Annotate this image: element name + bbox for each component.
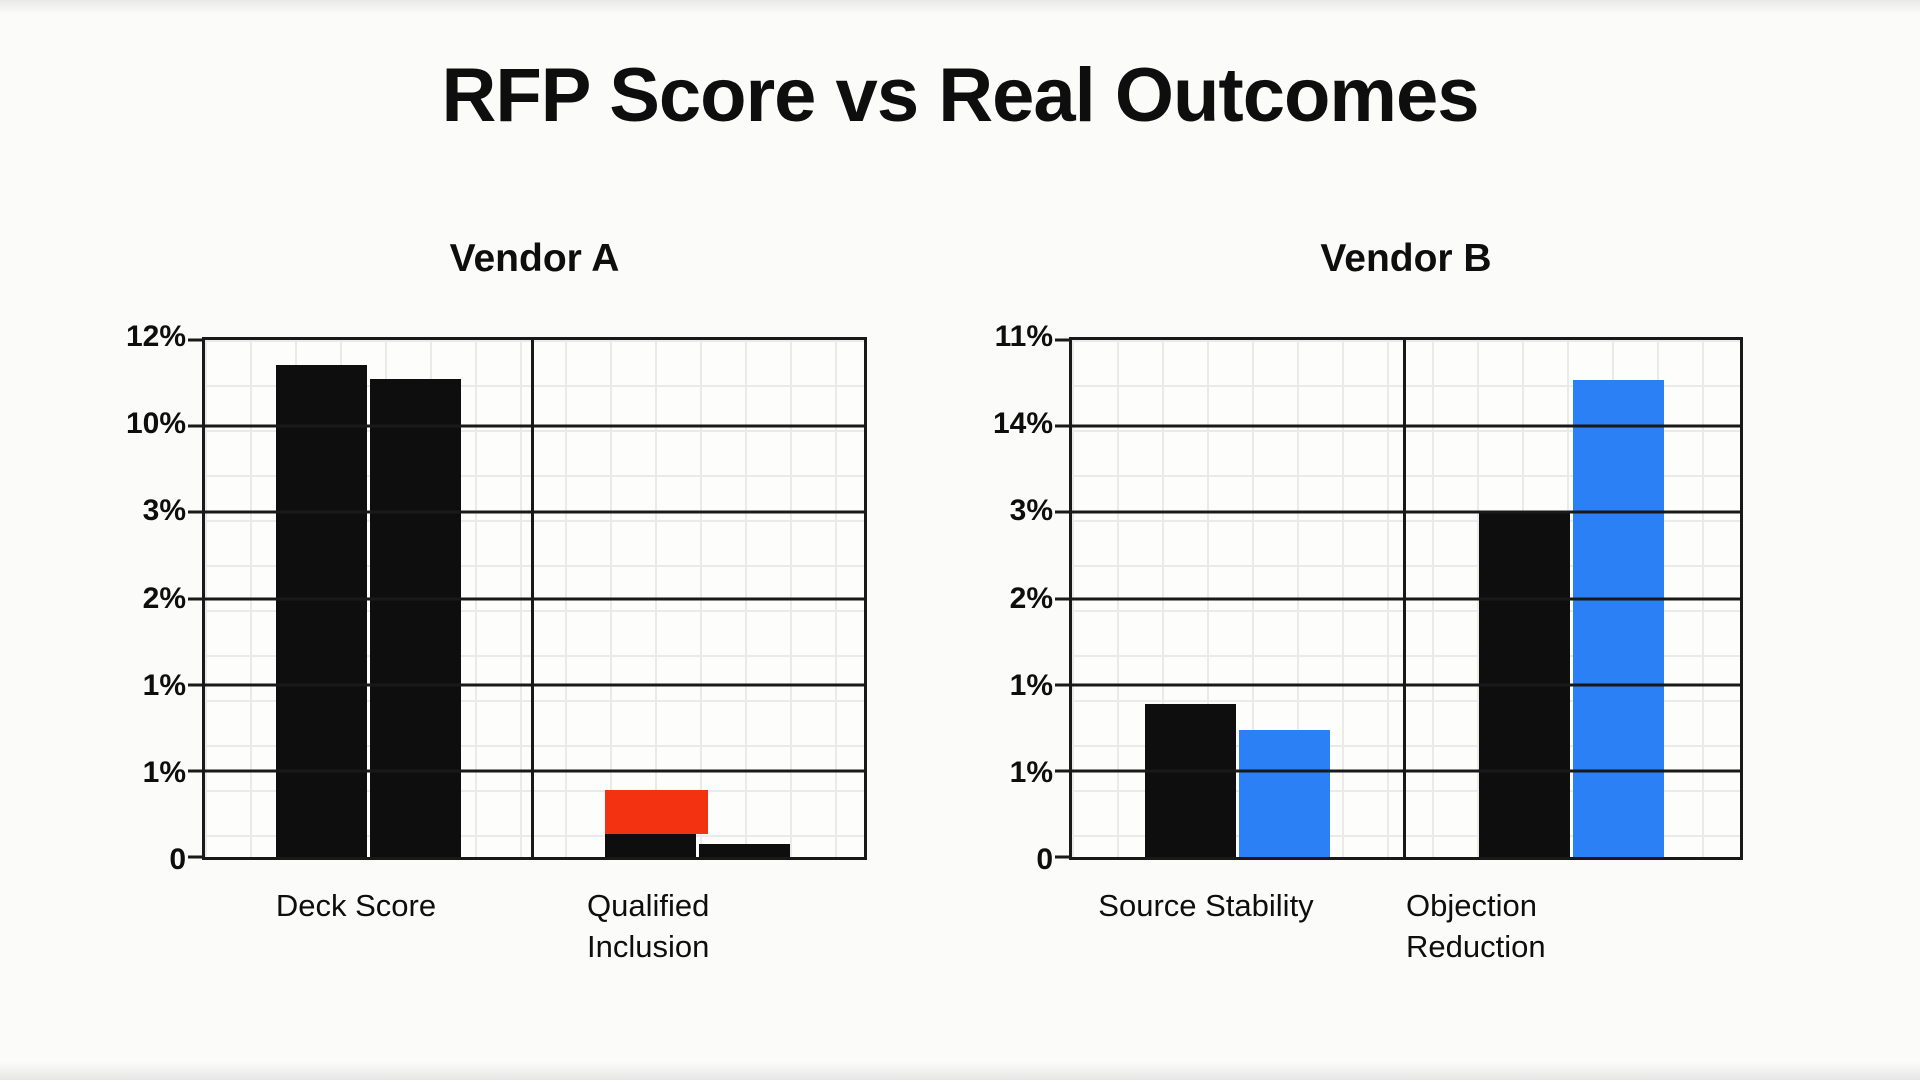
y-tick-label: 2%: [142, 581, 186, 615]
bar: [1144, 704, 1236, 857]
bar-segment-black: [369, 379, 461, 857]
tick-mark: [1055, 338, 1069, 342]
x-axis-labels: Source Stability Objection Reduction: [1069, 885, 1743, 1005]
bar-segment-blue: [1572, 380, 1664, 857]
gridline: [205, 683, 864, 687]
bar-segment-black: [275, 365, 367, 857]
vendor-a-panel-title: Vendor A: [449, 237, 620, 280]
plot-grid: [1055, 337, 1743, 860]
tick-mark: [1055, 597, 1069, 600]
tick-mark: [188, 510, 202, 514]
tick-mark: [1055, 424, 1069, 428]
y-tick-label: 10%: [125, 407, 186, 441]
tick-mark: [188, 597, 202, 600]
bar: [1572, 380, 1664, 857]
category-label-line: Reduction: [1406, 929, 1546, 964]
gridline: [205, 424, 864, 428]
y-tick-label: 1%: [1009, 755, 1053, 789]
category-label-line: Qualified: [587, 888, 710, 923]
y-axis: 11% 14% 3% 2% 1% 1% 0: [949, 320, 1069, 876]
tick-mark: [188, 683, 202, 687]
bar: [369, 379, 461, 857]
gridline: [1072, 424, 1740, 428]
category-label: Objection Reduction: [1406, 885, 1546, 967]
gridline: [1072, 510, 1740, 514]
bar-segment-blue: [1238, 730, 1330, 857]
y-axis: 12% 10% 3% 2% 1% 1% 0: [82, 320, 202, 876]
plot-grid: [188, 337, 867, 860]
y-tick-label: 11%: [994, 320, 1053, 353]
y-tick-label: 2%: [1009, 581, 1053, 615]
bar-segment-black: [1144, 704, 1236, 857]
gridline: [1072, 769, 1740, 773]
tick-mark: [1055, 510, 1069, 514]
tick-mark: [1055, 683, 1069, 687]
tick-mark: [188, 424, 202, 428]
group-area-deck-score: [205, 340, 531, 857]
gridline: [205, 510, 864, 514]
bar: [605, 790, 708, 857]
bar: [275, 365, 367, 857]
bar-segment-red: [605, 790, 708, 834]
y-tick-label: 12%: [125, 320, 186, 353]
gridline: [1072, 597, 1740, 600]
group-area-source-stability: [1072, 340, 1403, 857]
y-tick-label: 14%: [992, 407, 1053, 441]
category-label-line: Source Stability: [1098, 888, 1314, 923]
top-edge-shade: [0, 0, 1920, 14]
category-label: Qualified Inclusion: [587, 885, 709, 967]
bar-segment-black: [605, 834, 697, 857]
y-tick-label: 0: [169, 843, 186, 876]
gridline: [205, 597, 864, 600]
chart-title: RFP Score vs Real Outcomes: [441, 53, 1479, 138]
category-label: Source Stability: [1098, 885, 1313, 926]
x-axis-labels: Deck Score Qualified Inclusion: [202, 885, 867, 1005]
bottom-edge-shade: [0, 1062, 1920, 1080]
tick-mark: [188, 769, 202, 773]
category-label-line: Objection: [1406, 888, 1537, 923]
gridline: [205, 769, 864, 773]
y-tick-label: 1%: [142, 668, 186, 702]
tick-mark: [1055, 769, 1069, 773]
bar-segment-black: [699, 844, 791, 857]
bar: [699, 844, 791, 857]
y-tick-label: 1%: [1009, 668, 1053, 702]
y-tick-label: 3%: [142, 494, 186, 528]
group-area-qualified-inclusion: [531, 340, 864, 857]
y-tick-label: 3%: [1009, 494, 1053, 528]
gridline: [1072, 683, 1740, 687]
y-tick-label: 1%: [142, 755, 186, 789]
category-label-line: Deck Score: [275, 888, 437, 923]
tick-mark: [188, 338, 202, 342]
tick-mark: [188, 855, 202, 859]
tick-mark: [1055, 855, 1069, 859]
bar: [1238, 730, 1330, 857]
category-label-line: Inclusion: [587, 929, 710, 964]
vendor-b-panel-title: Vendor B: [1320, 237, 1492, 280]
category-label: Deck Score: [276, 885, 436, 926]
y-tick-label: 0: [1036, 843, 1053, 876]
